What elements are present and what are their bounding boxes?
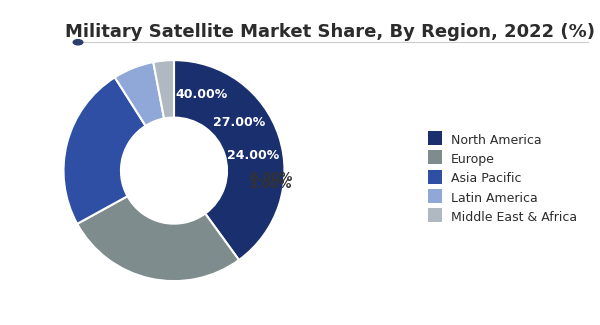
Text: 40.00%: 40.00% (175, 88, 228, 101)
Text: 3.00%: 3.00% (248, 178, 292, 191)
Text: PRECEDENCE: PRECEDENCE (5, 24, 67, 33)
Text: RESEARCH: RESEARCH (11, 40, 61, 49)
Wedge shape (115, 62, 164, 126)
Wedge shape (153, 60, 174, 119)
Wedge shape (64, 77, 146, 224)
Text: Military Satellite Market Share, By Region, 2022 (%): Military Satellite Market Share, By Regi… (65, 23, 595, 41)
Legend: North America, Europe, Asia Pacific, Latin America, Middle East & Africa: North America, Europe, Asia Pacific, Lat… (423, 129, 582, 229)
Wedge shape (174, 60, 284, 260)
Wedge shape (77, 196, 239, 281)
Text: 27.00%: 27.00% (213, 116, 265, 129)
Text: 24.00%: 24.00% (227, 149, 280, 162)
Text: 6.00%: 6.00% (250, 171, 293, 184)
